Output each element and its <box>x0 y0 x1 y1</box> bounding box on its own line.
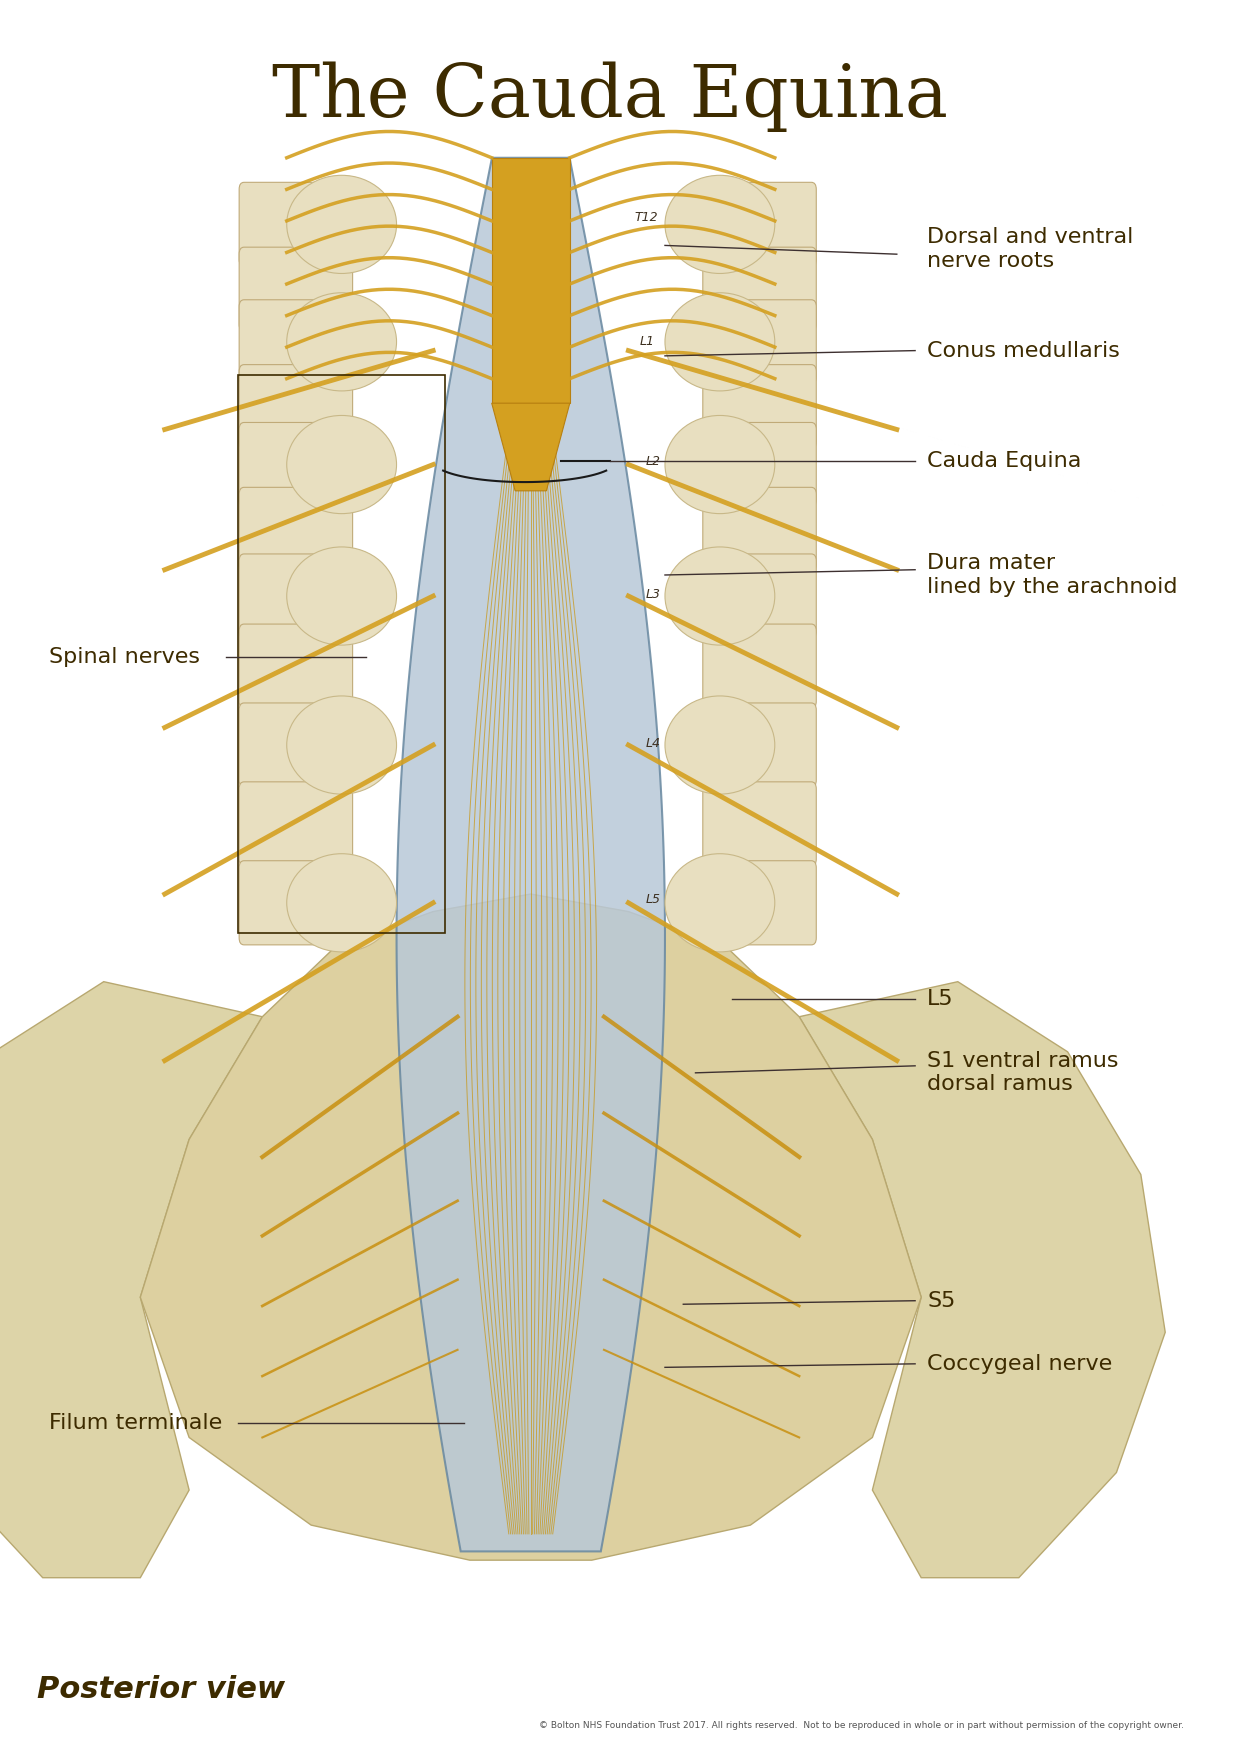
Ellipse shape <box>286 854 397 952</box>
FancyBboxPatch shape <box>239 487 352 571</box>
Text: Coccygeal nerve: Coccygeal nerve <box>928 1353 1112 1374</box>
Text: L3: L3 <box>645 587 660 601</box>
FancyBboxPatch shape <box>239 422 352 507</box>
Text: Dorsal and ventral
nerve roots: Dorsal and ventral nerve roots <box>928 228 1133 270</box>
FancyBboxPatch shape <box>703 487 816 571</box>
FancyBboxPatch shape <box>239 624 352 708</box>
Polygon shape <box>492 403 570 491</box>
Text: Posterior view: Posterior view <box>37 1674 285 1704</box>
FancyBboxPatch shape <box>703 182 816 266</box>
Text: Spinal nerves: Spinal nerves <box>48 647 200 668</box>
FancyBboxPatch shape <box>239 182 352 266</box>
FancyBboxPatch shape <box>239 300 352 384</box>
Text: L4: L4 <box>645 736 660 750</box>
Ellipse shape <box>665 175 775 273</box>
Bar <box>238 375 445 933</box>
FancyBboxPatch shape <box>239 861 352 945</box>
FancyBboxPatch shape <box>703 861 816 945</box>
FancyBboxPatch shape <box>703 365 816 449</box>
FancyBboxPatch shape <box>703 247 816 331</box>
Polygon shape <box>800 982 1166 1578</box>
Text: The Cauda Equina: The Cauda Equina <box>272 61 949 131</box>
FancyBboxPatch shape <box>239 703 352 787</box>
Ellipse shape <box>665 415 775 514</box>
FancyBboxPatch shape <box>703 782 816 866</box>
Ellipse shape <box>665 293 775 391</box>
Text: L2: L2 <box>645 454 660 468</box>
Text: Cauda Equina: Cauda Equina <box>928 451 1081 472</box>
Text: L5: L5 <box>645 892 660 906</box>
Ellipse shape <box>665 696 775 794</box>
FancyBboxPatch shape <box>703 422 816 507</box>
Text: L5: L5 <box>928 989 954 1010</box>
Text: Conus medullaris: Conus medullaris <box>928 340 1120 361</box>
FancyBboxPatch shape <box>239 782 352 866</box>
FancyBboxPatch shape <box>703 703 816 787</box>
FancyBboxPatch shape <box>703 300 816 384</box>
Text: © Bolton NHS Foundation Trust 2017. All rights reserved.  Not to be reproduced i: © Bolton NHS Foundation Trust 2017. All … <box>538 1721 1183 1730</box>
FancyBboxPatch shape <box>239 365 352 449</box>
Ellipse shape <box>286 175 397 273</box>
Ellipse shape <box>286 547 397 645</box>
FancyBboxPatch shape <box>239 554 352 638</box>
Polygon shape <box>397 158 665 1551</box>
FancyBboxPatch shape <box>703 554 816 638</box>
FancyBboxPatch shape <box>239 247 352 331</box>
Polygon shape <box>492 158 570 403</box>
Ellipse shape <box>286 696 397 794</box>
Polygon shape <box>0 982 263 1578</box>
Polygon shape <box>140 894 921 1560</box>
Text: L1: L1 <box>639 335 655 349</box>
Text: Filum terminale: Filum terminale <box>48 1413 222 1434</box>
Text: Dura mater
lined by the arachnoid: Dura mater lined by the arachnoid <box>928 554 1178 596</box>
Ellipse shape <box>665 854 775 952</box>
Text: T12: T12 <box>635 210 658 224</box>
FancyBboxPatch shape <box>703 624 816 708</box>
Ellipse shape <box>665 547 775 645</box>
Text: S5: S5 <box>928 1290 956 1311</box>
Ellipse shape <box>286 293 397 391</box>
Text: S1 ventral ramus
dorsal ramus: S1 ventral ramus dorsal ramus <box>928 1052 1118 1094</box>
Ellipse shape <box>286 415 397 514</box>
